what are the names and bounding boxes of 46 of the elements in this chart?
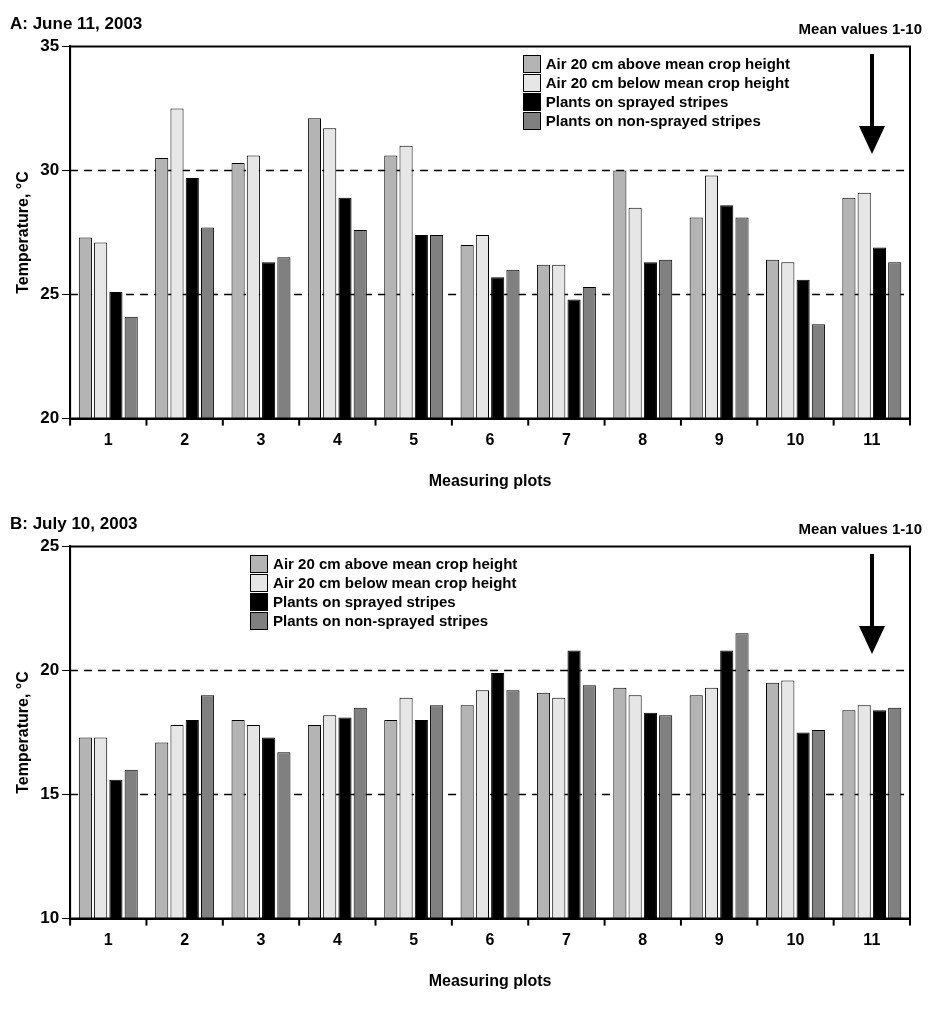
x-tick-label: 5 xyxy=(409,430,419,448)
y-tick-label: 25 xyxy=(40,536,60,556)
x-tick-label: 3 xyxy=(256,430,266,448)
x-tick-label: 4 xyxy=(332,930,342,948)
x-tick-label: 8 xyxy=(638,930,648,948)
x-tick-label: 7 xyxy=(561,430,571,448)
x-tick-label: 9 xyxy=(714,430,724,448)
x-tick-label: 6 xyxy=(485,930,495,948)
legend-label: Plants on sprayed stripes xyxy=(545,92,729,112)
chart-title: A: June 11, 2003 xyxy=(10,13,143,33)
x-tick-label: 9 xyxy=(714,930,724,948)
legend-label: Air 20 cm below mean crop height xyxy=(273,573,517,593)
legend-label: Air 20 cm above mean crop height xyxy=(545,54,790,74)
x-tick-label: 5 xyxy=(409,930,419,948)
x-tick-label: 2 xyxy=(180,930,190,948)
chart-title: B: July 10, 2003 xyxy=(10,513,138,533)
x-axis-title: Measuring plots xyxy=(428,471,552,489)
x-tick-label: 1 xyxy=(103,930,113,948)
legend-label: Plants on non-sprayed stripes xyxy=(545,111,761,131)
x-tick-label: 4 xyxy=(332,430,342,448)
text: Mean values 1-10 xyxy=(798,20,922,38)
text: Mean values 1-10 xyxy=(798,520,922,538)
legend-label: Air 20 cm below mean crop height xyxy=(545,73,790,93)
x-tick-label: 11 xyxy=(863,930,881,948)
legend-label: Air 20 cm above mean crop height xyxy=(273,554,518,574)
x-tick-label: 6 xyxy=(485,430,495,448)
y-axis-title: Temperature, °C xyxy=(14,170,32,294)
x-tick-label: 3 xyxy=(256,930,266,948)
y-tick-label: 20 xyxy=(40,408,60,428)
x-tick-label: 11 xyxy=(863,430,881,448)
legend-label: Plants on sprayed stripes xyxy=(273,592,456,612)
x-tick-label: 10 xyxy=(786,930,805,948)
x-tick-label: 7 xyxy=(561,930,571,948)
y-tick-label: 15 xyxy=(40,784,60,804)
x-axis-title: Measuring plots xyxy=(428,971,552,989)
y-tick-label: 25 xyxy=(40,284,60,304)
y-tick-label: 35 xyxy=(40,36,60,56)
y-tick-label: 30 xyxy=(40,160,60,180)
y-tick-label: 10 xyxy=(40,908,60,928)
x-tick-label: 2 xyxy=(180,430,190,448)
x-tick-label: 10 xyxy=(786,430,805,448)
y-axis-title: Temperature, °C xyxy=(14,670,32,794)
x-tick-label: 8 xyxy=(638,430,648,448)
legend-label: Plants on non-sprayed stripes xyxy=(273,611,489,631)
y-tick-label: 20 xyxy=(40,660,60,680)
x-tick-label: 1 xyxy=(103,430,113,448)
